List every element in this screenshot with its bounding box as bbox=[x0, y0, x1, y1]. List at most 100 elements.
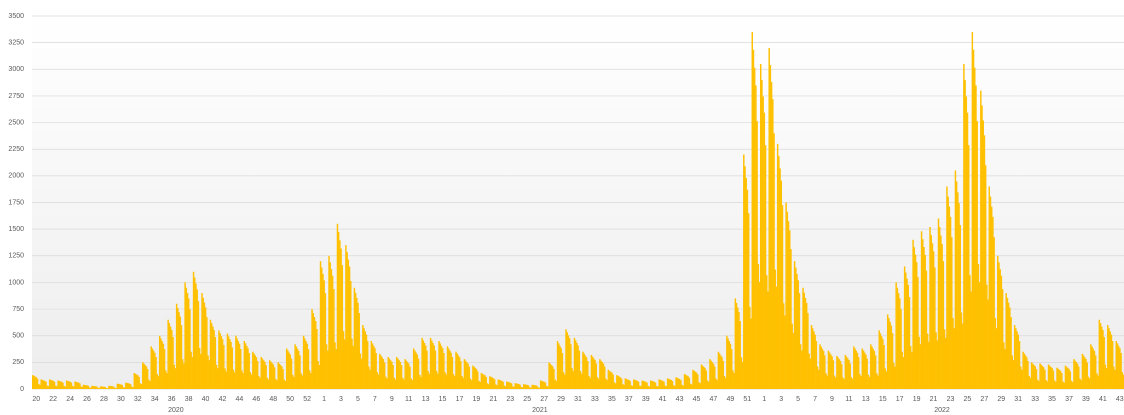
bar bbox=[432, 342, 434, 389]
bar bbox=[456, 353, 458, 389]
bar bbox=[139, 383, 142, 389]
bar bbox=[658, 379, 660, 389]
bar bbox=[626, 379, 629, 389]
bar bbox=[1093, 350, 1096, 389]
bar bbox=[577, 345, 579, 389]
bar bbox=[850, 377, 853, 389]
bar bbox=[313, 317, 316, 389]
bar bbox=[316, 329, 318, 389]
bar bbox=[993, 237, 995, 389]
bar bbox=[745, 177, 747, 389]
bar bbox=[51, 380, 53, 389]
bar bbox=[409, 366, 411, 389]
bar bbox=[279, 365, 282, 389]
bar bbox=[231, 347, 233, 389]
bar bbox=[957, 192, 959, 389]
bar bbox=[402, 377, 404, 389]
bar bbox=[651, 380, 653, 389]
bar bbox=[903, 266, 906, 389]
bar bbox=[1086, 362, 1088, 389]
bar bbox=[901, 351, 903, 389]
bar bbox=[645, 381, 647, 389]
bar bbox=[623, 384, 625, 389]
bar bbox=[1056, 367, 1058, 389]
bar bbox=[924, 254, 926, 389]
bar bbox=[747, 213, 750, 389]
bar bbox=[252, 351, 254, 389]
bar bbox=[393, 377, 396, 389]
bar bbox=[335, 349, 337, 389]
bar bbox=[818, 369, 820, 389]
bar bbox=[906, 278, 908, 389]
bar bbox=[445, 374, 448, 389]
bar bbox=[350, 281, 352, 389]
bar bbox=[960, 312, 963, 389]
bar bbox=[567, 335, 570, 389]
bar bbox=[396, 357, 398, 389]
bar bbox=[1010, 317, 1012, 389]
bar bbox=[422, 340, 425, 389]
x-tick-label: 5 bbox=[356, 396, 360, 403]
bar bbox=[248, 352, 250, 389]
bar bbox=[675, 377, 677, 389]
bar bbox=[421, 337, 423, 389]
bar bbox=[497, 379, 500, 389]
bar bbox=[357, 302, 359, 389]
bar bbox=[466, 362, 468, 389]
x-tick-label: 46 bbox=[252, 396, 260, 403]
bar bbox=[1078, 366, 1080, 389]
bar bbox=[127, 383, 129, 389]
bar bbox=[897, 293, 900, 389]
bar bbox=[204, 307, 207, 389]
bar bbox=[244, 343, 247, 389]
bar bbox=[514, 383, 516, 389]
bar bbox=[587, 360, 589, 389]
bar bbox=[212, 326, 214, 389]
bar bbox=[923, 247, 925, 389]
bar bbox=[458, 357, 461, 389]
bar bbox=[200, 353, 202, 389]
bar bbox=[861, 348, 864, 389]
bar bbox=[1120, 352, 1122, 389]
bar bbox=[593, 358, 595, 389]
bar bbox=[36, 378, 39, 389]
bar bbox=[123, 387, 126, 389]
bar bbox=[219, 333, 221, 389]
bar bbox=[339, 240, 341, 389]
bar bbox=[709, 359, 711, 389]
bar bbox=[774, 269, 776, 389]
bar bbox=[1038, 381, 1040, 389]
bar bbox=[764, 145, 767, 389]
bar bbox=[908, 297, 911, 389]
bar bbox=[125, 382, 127, 389]
bar bbox=[116, 383, 119, 389]
bar bbox=[929, 227, 931, 389]
bar bbox=[666, 378, 669, 389]
x-tick-label: 22 bbox=[49, 396, 57, 403]
bar bbox=[1047, 364, 1050, 389]
bar bbox=[206, 317, 208, 389]
x-tick-label: 41 bbox=[1099, 396, 1107, 403]
bar bbox=[203, 302, 206, 389]
bar bbox=[38, 384, 40, 389]
bar bbox=[760, 63, 762, 389]
bar bbox=[819, 344, 821, 389]
x-tick-label: 49 bbox=[726, 396, 734, 403]
bar bbox=[519, 384, 521, 389]
bar bbox=[965, 96, 968, 389]
bar bbox=[740, 357, 743, 389]
bar bbox=[489, 376, 491, 389]
bar bbox=[976, 121, 978, 389]
x-tick-label: 17 bbox=[456, 396, 464, 403]
bar bbox=[640, 386, 642, 389]
x-tick-label: 3 bbox=[339, 396, 343, 403]
bar bbox=[470, 380, 473, 389]
bar bbox=[1036, 379, 1039, 389]
bar bbox=[398, 360, 400, 389]
bar bbox=[33, 375, 35, 389]
bar bbox=[916, 262, 918, 389]
bar bbox=[63, 386, 65, 389]
x-tick-label: 34 bbox=[151, 396, 159, 403]
bar bbox=[607, 369, 610, 389]
bar bbox=[307, 349, 310, 389]
